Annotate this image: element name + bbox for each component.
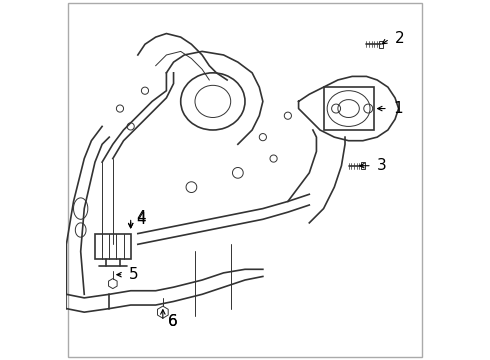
Text: 2: 2	[395, 31, 405, 46]
Bar	[379, 41, 383, 48]
Text: 6: 6	[168, 314, 178, 329]
Text: 3: 3	[377, 158, 387, 173]
Text: 4: 4	[136, 210, 146, 225]
Text: 6: 6	[168, 314, 178, 329]
Text: 5: 5	[129, 267, 139, 282]
Bar	[361, 162, 365, 169]
Text: 1: 1	[393, 101, 403, 116]
Bar	[95, 234, 131, 258]
Text: 4: 4	[136, 212, 146, 227]
Bar	[323, 87, 373, 130]
